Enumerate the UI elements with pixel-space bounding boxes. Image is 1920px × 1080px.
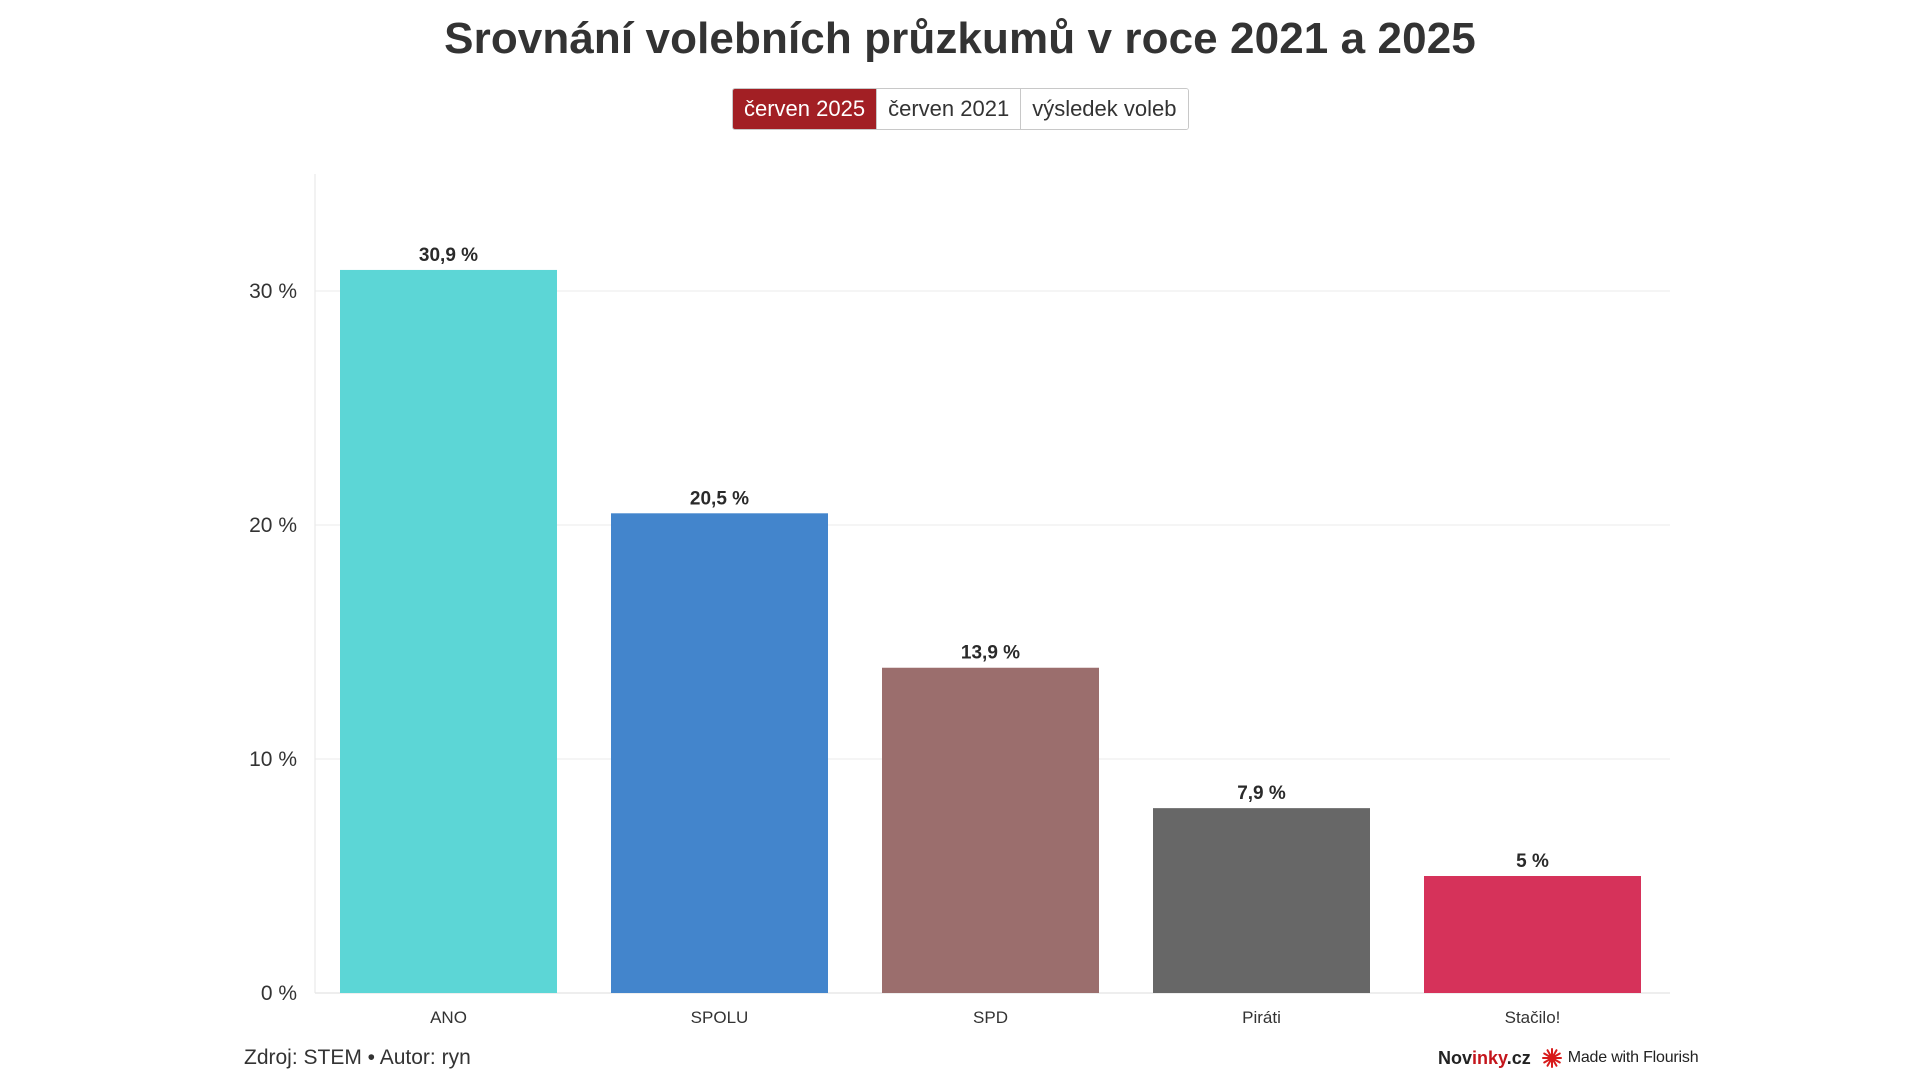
novinky-logo[interactable]: Novinky.cz: [1438, 1048, 1531, 1069]
y-tick-label: 30 %: [249, 280, 297, 303]
source-credit: Zdroj: STEM • Autor: ryn: [244, 1046, 471, 1069]
made-with-flourish-link[interactable]: Made with Flourish: [1567, 1049, 1699, 1066]
data-labels: 30,9 % 20,5 % 13,9 % 7,9 % 5 %: [419, 245, 1549, 872]
bar-ano[interactable]: [340, 269, 557, 993]
y-tick-label: 10 %: [249, 748, 297, 771]
y-axis: 0 % 10 % 20 % 30 %: [249, 174, 316, 1005]
novinky-logo-part-3: .cz: [1506, 1047, 1531, 1068]
bar-value-label: 7,9 %: [1237, 783, 1286, 804]
bar-value-label: 30,9 %: [419, 245, 478, 266]
x-category-label: Stačilo!: [1505, 1008, 1561, 1027]
toggle-option-cerven-2021[interactable]: červen 2021: [876, 89, 1021, 129]
x-category-label: SPD: [973, 1008, 1008, 1027]
bar-stailo[interactable]: [1424, 876, 1641, 993]
bars: [340, 269, 1641, 993]
novinky-logo-part-2: inky: [1472, 1047, 1507, 1068]
novinky-logo-part-1: Nov: [1438, 1047, 1473, 1068]
x-category-label: Piráti: [1242, 1008, 1281, 1027]
x-axis: ANO SPOLU SPD Piráti Stačilo!: [430, 1008, 1560, 1027]
chart-title: Srovnání volebních průzkumů v roce 2021 …: [444, 14, 1476, 63]
footer-brand[interactable]: Novinky.cz Made with Flourish: [1438, 1047, 1699, 1069]
x-category-label: ANO: [430, 1008, 467, 1027]
toggle-option-vysledek-voleb[interactable]: výsledek voleb: [1020, 89, 1188, 129]
x-category-label: SPOLU: [691, 1008, 749, 1027]
bar-value-label: 5 %: [1516, 851, 1549, 872]
period-toggle[interactable]: červen 2025 červen 2021 výsledek voleb: [732, 88, 1189, 130]
bar-pirti[interactable]: [1153, 808, 1370, 993]
toggle-option-cerven-2025[interactable]: červen 2025: [733, 89, 877, 129]
bar-value-label: 20,5 %: [690, 488, 749, 509]
bar-spd[interactable]: [882, 667, 1099, 993]
y-tick-label: 20 %: [249, 514, 297, 537]
y-tick-label: 0 %: [261, 982, 297, 1005]
flourish-logo-icon: [1541, 1048, 1562, 1068]
bar-value-label: 13,9 %: [961, 643, 1020, 664]
bar-spolu[interactable]: [611, 513, 828, 993]
